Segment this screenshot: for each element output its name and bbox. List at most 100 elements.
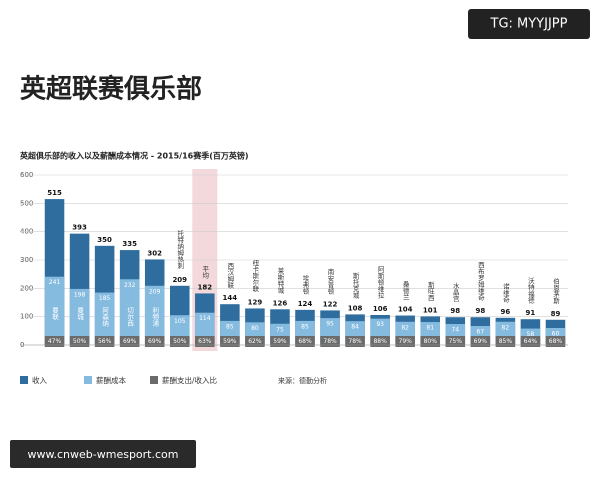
ratio-cell bbox=[320, 336, 340, 347]
ratio-label: 59% bbox=[223, 338, 237, 345]
wage-label: 60 bbox=[552, 331, 560, 338]
category-label: 南安普顿 bbox=[326, 267, 334, 296]
wage-bar bbox=[94, 292, 115, 345]
wage-label: 105 bbox=[174, 318, 186, 325]
category-label: 西布罗姆维奇 bbox=[476, 261, 484, 301]
ratio-label: 59% bbox=[273, 338, 287, 345]
category-label: 平均 bbox=[201, 265, 209, 280]
revenue-label: 126 bbox=[273, 299, 288, 307]
chart-title: 英超俱乐部的收入以及薪酬成本情况 - 2015/16赛季(百万英镑) bbox=[19, 151, 249, 161]
source: 来源：德勤分析 bbox=[278, 376, 327, 385]
ratio-label: 75% bbox=[449, 338, 463, 345]
category-label: 纽卡斯尔联 bbox=[251, 258, 259, 293]
revenue-label: 89 bbox=[551, 310, 561, 318]
watermark-box bbox=[468, 9, 590, 39]
revenue-label: 98 bbox=[450, 307, 460, 315]
ratio-label: 64% bbox=[524, 338, 538, 345]
revenue-label: 91 bbox=[526, 309, 536, 317]
category-label: 斯旺西 bbox=[426, 280, 434, 302]
wage-label: 75 bbox=[276, 326, 284, 333]
category-label: 切尔西 bbox=[126, 307, 134, 328]
ratio-label: 47% bbox=[48, 338, 62, 345]
revenue-label: 108 bbox=[348, 304, 363, 312]
category-label: 利物浦 bbox=[151, 306, 159, 328]
ratio-label: 78% bbox=[348, 338, 362, 345]
category-label: 西汉姆联 bbox=[226, 262, 234, 290]
wage-bar bbox=[144, 285, 165, 345]
wage-label: 80 bbox=[251, 325, 259, 332]
ratio-cell bbox=[370, 336, 390, 347]
watermark: TG: MYYJJPP bbox=[490, 17, 568, 32]
category-label: 桑德兰 bbox=[401, 279, 409, 300]
category-label: 诺维奇 bbox=[501, 282, 509, 303]
wage-bar bbox=[69, 288, 90, 345]
revenue-label: 106 bbox=[373, 305, 388, 313]
heading: 英超联赛俱乐部 bbox=[20, 74, 202, 105]
ratio-cell bbox=[395, 336, 415, 347]
ratio-label: 63% bbox=[198, 338, 212, 345]
revenue-label: 335 bbox=[122, 240, 137, 248]
revenue-label: 302 bbox=[147, 249, 162, 257]
ratio-cell bbox=[345, 336, 365, 347]
ratio-cell bbox=[169, 336, 190, 347]
wage-label: 93 bbox=[376, 321, 384, 328]
ratio-label: 69% bbox=[123, 338, 137, 345]
wage-label: 74 bbox=[451, 327, 459, 334]
wage-label: 95 bbox=[326, 321, 334, 328]
ratio-label: 85% bbox=[499, 338, 513, 345]
wage-label: 67 bbox=[477, 329, 485, 336]
ratio-label: 68% bbox=[549, 338, 563, 345]
revenue-label: 182 bbox=[197, 283, 212, 291]
category-label: 伯恩茅斯 bbox=[551, 277, 559, 306]
wage-label: 209 bbox=[149, 288, 161, 295]
ratio-cell bbox=[69, 336, 90, 347]
ratio-cell bbox=[119, 336, 140, 347]
ratio-cell bbox=[220, 336, 240, 347]
wage-label: 232 bbox=[124, 282, 136, 289]
wage-label: 198 bbox=[74, 291, 86, 298]
category-label: 水晶宫 bbox=[451, 281, 459, 303]
revenue-label: 350 bbox=[97, 236, 112, 244]
category-label: 埃弗顿 bbox=[301, 274, 309, 296]
wage-label: 85 bbox=[226, 323, 234, 330]
revenue-label: 515 bbox=[47, 189, 62, 197]
legend-label: 收入 bbox=[32, 375, 47, 385]
category-label: 托特纳姆热刺 bbox=[176, 229, 184, 271]
ratio-label: 68% bbox=[298, 338, 312, 345]
ratio-cell bbox=[295, 336, 315, 347]
ratio-cell bbox=[470, 336, 491, 347]
revenue-label: 393 bbox=[72, 224, 87, 232]
ratio-cell bbox=[94, 336, 115, 347]
wage-label: 241 bbox=[49, 279, 61, 286]
revenue-label: 129 bbox=[248, 298, 263, 306]
ratio-cell bbox=[144, 336, 165, 347]
wage-label: 114 bbox=[199, 315, 211, 322]
wage-label: 185 bbox=[99, 295, 111, 302]
ratio-label: 69% bbox=[474, 338, 488, 345]
ratio-label: 69% bbox=[148, 338, 162, 345]
ratio-cell bbox=[545, 336, 566, 347]
revenue-label: 209 bbox=[172, 276, 187, 284]
wage-bar bbox=[119, 279, 140, 345]
legend-label: 薪酬成本 bbox=[96, 375, 126, 385]
category-label: 曼联 bbox=[51, 307, 59, 322]
ratio-cell bbox=[245, 336, 265, 347]
ratio-cell bbox=[495, 336, 516, 347]
category-label: 曼城 bbox=[76, 307, 84, 322]
wage-label: 81 bbox=[426, 325, 434, 332]
legend-swatch bbox=[150, 376, 158, 384]
ratio-label: 88% bbox=[373, 338, 387, 345]
wage-label: 84 bbox=[351, 324, 359, 331]
category-label: 斯托克城 bbox=[351, 271, 359, 300]
ratio-label: 62% bbox=[248, 338, 262, 345]
ratio-label: 50% bbox=[173, 338, 187, 345]
revenue-label: 124 bbox=[298, 300, 313, 308]
ratio-label: 79% bbox=[399, 338, 413, 345]
ratio-cell bbox=[445, 336, 466, 347]
legend-swatch bbox=[84, 376, 92, 384]
ratio-label: 50% bbox=[73, 338, 87, 345]
legend-swatch bbox=[20, 376, 28, 384]
wage-label: 82 bbox=[401, 324, 409, 331]
